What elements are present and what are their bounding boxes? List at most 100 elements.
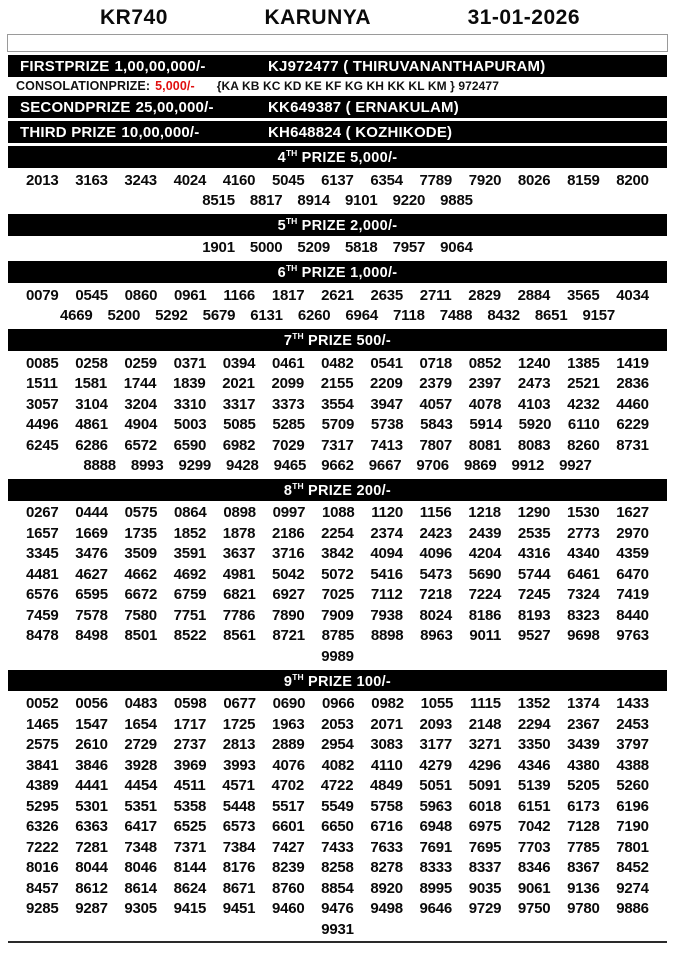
winning-number: 4722	[320, 777, 354, 795]
winning-number: 3104	[75, 395, 108, 413]
winning-number: 2254	[321, 524, 354, 542]
winning-number: 3439	[567, 736, 600, 754]
winning-number: 2521	[567, 375, 600, 393]
winning-number-row: 4496 4861 4904 5003 5085 5285 5709 5738 5843 5914…	[0, 414, 675, 435]
winning-number: 6716	[370, 818, 403, 836]
winning-number: 5003	[173, 416, 207, 434]
winning-number: 2099	[271, 375, 305, 393]
winning-number: 2423	[419, 524, 453, 542]
winning-number: 7222	[26, 838, 59, 856]
winning-number: 7890	[271, 606, 305, 624]
winning-number: 2836	[616, 375, 649, 393]
winning-number: 3554	[321, 395, 354, 413]
winning-number: 5260	[616, 777, 649, 795]
winning-number: 4441	[75, 777, 108, 795]
winning-number: 9527	[517, 627, 551, 645]
winning-number: 9698	[567, 627, 600, 645]
winning-number: 5051	[419, 777, 452, 795]
winning-number: 8323	[567, 606, 600, 624]
winning-number: 4571	[222, 777, 255, 795]
winning-number: 9886	[616, 900, 649, 918]
winning-number: 7324	[567, 586, 600, 604]
winning-number: 0482	[321, 354, 354, 372]
consolation-prize-row: CONSOLATIONPRIZE: 5,000/- {KA KB KC KD K…	[16, 79, 665, 93]
winning-number: 1817	[271, 286, 305, 304]
winning-number: 6576	[26, 586, 59, 604]
winning-number: 8239	[271, 859, 305, 877]
winning-number: 2071	[370, 715, 403, 733]
winning-number: 2209	[370, 375, 403, 393]
prize-tier: 9TH PRIZE 100/- 0052 0056 0483 0598 0677 0690 0…	[0, 669, 675, 940]
winning-number: 2737	[173, 736, 207, 754]
winning-number: 9780	[567, 900, 600, 918]
winning-number: 2473	[517, 375, 551, 393]
winning-number: 7419	[616, 586, 649, 604]
winning-number: 2729	[124, 736, 157, 754]
tier-header: 7TH PRIZE 500/-	[8, 328, 667, 351]
winning-number: 8457	[26, 879, 59, 897]
winning-number: 7807	[419, 436, 453, 454]
winning-number: 8046	[124, 859, 157, 877]
winning-number: 9476	[321, 900, 354, 918]
winning-number: 3969	[173, 756, 207, 774]
winning-number: 7348	[124, 838, 157, 856]
winning-number: 7112	[370, 586, 403, 604]
winning-number: 1374	[566, 695, 600, 713]
winning-number: 9869	[463, 457, 497, 475]
winning-number: 6572	[124, 436, 157, 454]
winning-number: 0966	[321, 695, 355, 713]
winning-number: 2397	[468, 375, 502, 393]
winning-number: 1352	[517, 695, 551, 713]
winning-number: 4034	[616, 286, 649, 304]
winning-number: 6821	[223, 586, 256, 604]
winning-number: 5205	[567, 777, 600, 795]
winning-number: 8515	[202, 192, 235, 210]
winning-number: 4057	[419, 395, 453, 413]
winning-number: 0056	[75, 695, 108, 713]
winning-number: 9460	[271, 900, 305, 918]
second-prize-bar: SECONDPRIZE 25,00,000/- KK649387 ( ERNAKU…	[8, 96, 667, 118]
winning-number: 8258	[321, 859, 354, 877]
winning-number: 5473	[419, 565, 453, 583]
winning-number: 2884	[517, 286, 551, 304]
winning-number: 6151	[517, 797, 551, 815]
winning-number: 4849	[370, 777, 403, 795]
winning-number: 8920	[370, 879, 403, 897]
tier-header: 9TH PRIZE 100/-	[8, 669, 667, 692]
winning-number: 9912	[511, 457, 545, 475]
winning-number: 7786	[222, 606, 256, 624]
winning-number: 8898	[370, 627, 404, 645]
winning-number: 8785	[321, 627, 355, 645]
winning-number-row: 8478 8498 8501 8522 8561 8721 8785 8898 8963 9011…	[0, 626, 675, 647]
winning-number: 3716	[271, 545, 305, 563]
winning-number: 8144	[173, 859, 207, 877]
winning-number: 0085	[26, 354, 59, 372]
winning-number: 1878	[222, 524, 256, 542]
winning-number: 8671	[222, 879, 256, 897]
consolation-label: CONSOLATIONPRIZE:	[16, 79, 151, 93]
winning-number: 9064	[440, 239, 473, 257]
winning-number: 3204	[124, 395, 157, 413]
winning-number: 3476	[75, 545, 108, 563]
winning-number: 1156	[419, 504, 452, 522]
winning-number: 8024	[419, 606, 453, 624]
winning-number: 2954	[321, 736, 354, 754]
consolation-series-numbers: {KA KB KC KD KE KF KG KH KK KL KM } 9724…	[216, 79, 499, 93]
winning-number: 1166	[223, 286, 256, 304]
winning-number: 4627	[75, 565, 108, 583]
winning-number: 1717	[173, 715, 207, 733]
winning-number: 8452	[616, 859, 649, 877]
winning-number: 5920	[518, 416, 552, 434]
winning-number: 9885	[440, 192, 473, 210]
winning-number: 8561	[223, 627, 256, 645]
winning-number: 8651	[534, 307, 568, 325]
first-prize-bar: FIRSTPRIZE 1,00,00,000/- KJ972477 ( THIRU…	[8, 55, 667, 77]
winning-number: 9750	[517, 900, 551, 918]
winning-number: 8278	[370, 859, 403, 877]
third-prize-label: THIRD PRIZE 10,00,000/-	[20, 124, 200, 141]
winning-number: 5517	[271, 797, 305, 815]
winning-number: 5738	[370, 416, 404, 434]
winning-number: 5843	[420, 416, 453, 434]
winning-number: 3637	[222, 545, 256, 563]
winning-number-row: 0052 0056 0483 0598 0677 0690 0966 0982 1055 1115…	[0, 693, 675, 714]
